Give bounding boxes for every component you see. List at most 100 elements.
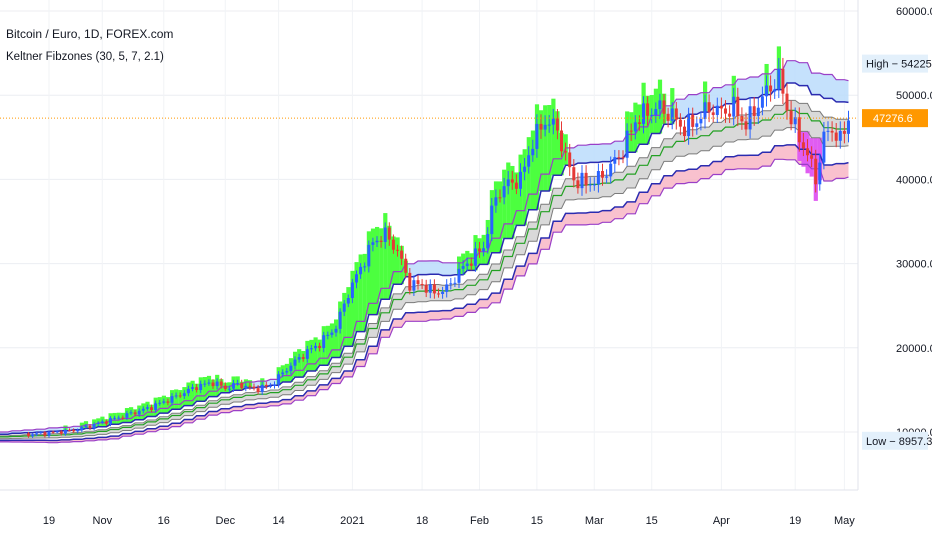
candle-body-192	[785, 93, 789, 111]
candle-body-86	[350, 282, 354, 299]
candle-body-19	[76, 430, 80, 432]
x-tick-label-2: 16	[158, 515, 170, 527]
candle-body-139	[568, 152, 572, 168]
candle-body-99	[404, 258, 408, 273]
band-line-bottom	[0, 158, 849, 444]
candle-body-200	[818, 162, 822, 185]
candle-body-170	[695, 123, 699, 127]
candle-body-162	[662, 100, 666, 114]
candle-body-18	[72, 429, 76, 432]
zone-green-seg-91	[370, 228, 376, 315]
candle-body-177	[724, 108, 727, 114]
candle-body-113	[461, 266, 465, 269]
y-tick-label-0: 60000.0	[896, 6, 932, 18]
candle-body-101	[412, 280, 416, 291]
candle-body-72	[293, 359, 297, 366]
zone-green-seg-43	[174, 389, 179, 410]
zone-green-seg-133	[543, 105, 548, 191]
candle-body-119	[486, 234, 490, 249]
candle-body-180	[736, 96, 740, 117]
candle-body-122	[498, 197, 502, 199]
candle-body-135	[551, 118, 555, 125]
candle-body-129	[527, 155, 531, 167]
candle-body-46	[186, 388, 190, 394]
candle-body-79	[322, 335, 326, 349]
candle-body-7	[27, 433, 30, 437]
candle-body-179	[732, 96, 736, 117]
candle-body-12	[47, 431, 51, 436]
candle-body-76	[309, 348, 313, 350]
symbol-title: Bitcoin / Euro, 1D, FOREX.com	[6, 27, 174, 41]
candle-body-164	[670, 108, 674, 121]
candle-body-168	[687, 114, 691, 137]
candle-body-98	[400, 250, 404, 259]
candle-body-105	[428, 284, 432, 293]
candle-body-152	[621, 157, 625, 159]
candle-body-9	[35, 433, 39, 435]
candle-body-38	[154, 403, 158, 410]
zone-green-seg-96	[391, 236, 396, 285]
candle-body-174	[711, 112, 715, 115]
candle-body-47	[191, 387, 194, 389]
zone-green-seg-121	[493, 181, 499, 253]
candle-body-205	[838, 130, 842, 141]
candle-body-133	[543, 124, 547, 130]
zone-green-seg-47	[190, 380, 195, 406]
candle-body-171	[699, 118, 703, 124]
candle-body-111	[453, 282, 457, 284]
candle-body-24	[96, 422, 100, 424]
candle-body-140	[572, 167, 576, 181]
candle-body-167	[683, 126, 686, 137]
candle-body-154	[629, 130, 633, 132]
zone-green-seg-124	[506, 162, 511, 239]
x-tick-label-11: Apr	[713, 515, 730, 527]
candle-body-116	[473, 248, 477, 266]
candle-body-126	[514, 182, 518, 189]
candle-body-193	[789, 110, 793, 125]
candle-body-189	[773, 89, 777, 92]
x-tick-label-4: 14	[272, 515, 284, 527]
candle-body-14	[55, 431, 59, 433]
candle-body-61	[248, 385, 252, 387]
candle-body-93	[379, 240, 383, 242]
candle-body-204	[834, 132, 838, 141]
candle-body-33	[133, 412, 137, 415]
zone-green-seg-95	[387, 225, 392, 300]
x-tick-label-3: Dec	[216, 515, 236, 527]
candle-body-132	[539, 123, 543, 130]
candle-body-80	[326, 334, 330, 336]
band-line-top	[0, 60, 849, 433]
low-marker-label: Low − 8957.3	[866, 436, 932, 448]
zone-green-seg-94	[383, 213, 388, 300]
candle-body-147	[601, 171, 604, 178]
candle-body-45	[182, 393, 186, 397]
zone-green-seg-132	[539, 110, 544, 191]
candle-body-36	[145, 407, 149, 409]
candle-body-67	[273, 384, 276, 386]
candle-body-175	[715, 105, 719, 115]
candle-body-136	[555, 118, 559, 131]
candle-body-198	[810, 155, 814, 159]
candle-body-137	[560, 130, 563, 152]
price-axis-bg	[858, 0, 932, 550]
candle-body-156	[637, 122, 641, 125]
zone-green-seg-16	[63, 425, 68, 431]
candle-body-207	[847, 120, 850, 134]
zone-green-seg-93	[379, 228, 384, 300]
candle-body-104	[424, 284, 428, 293]
candle-body-78	[318, 345, 322, 349]
zone-green-seg-84	[342, 292, 347, 347]
candle-body-56	[227, 388, 231, 390]
y-tick-label-4: 20000.0	[896, 343, 932, 355]
candle-body-85	[346, 298, 350, 304]
x-tick-label-10: 15	[646, 515, 658, 527]
candle-body-100	[408, 272, 412, 291]
candle-body-17	[68, 429, 71, 431]
zone-green-seg-92	[375, 226, 380, 315]
candle-body-83	[338, 311, 342, 329]
zone-green-seg-130	[530, 130, 535, 210]
candle-body-173	[707, 102, 711, 113]
candle-body-169	[691, 114, 695, 127]
